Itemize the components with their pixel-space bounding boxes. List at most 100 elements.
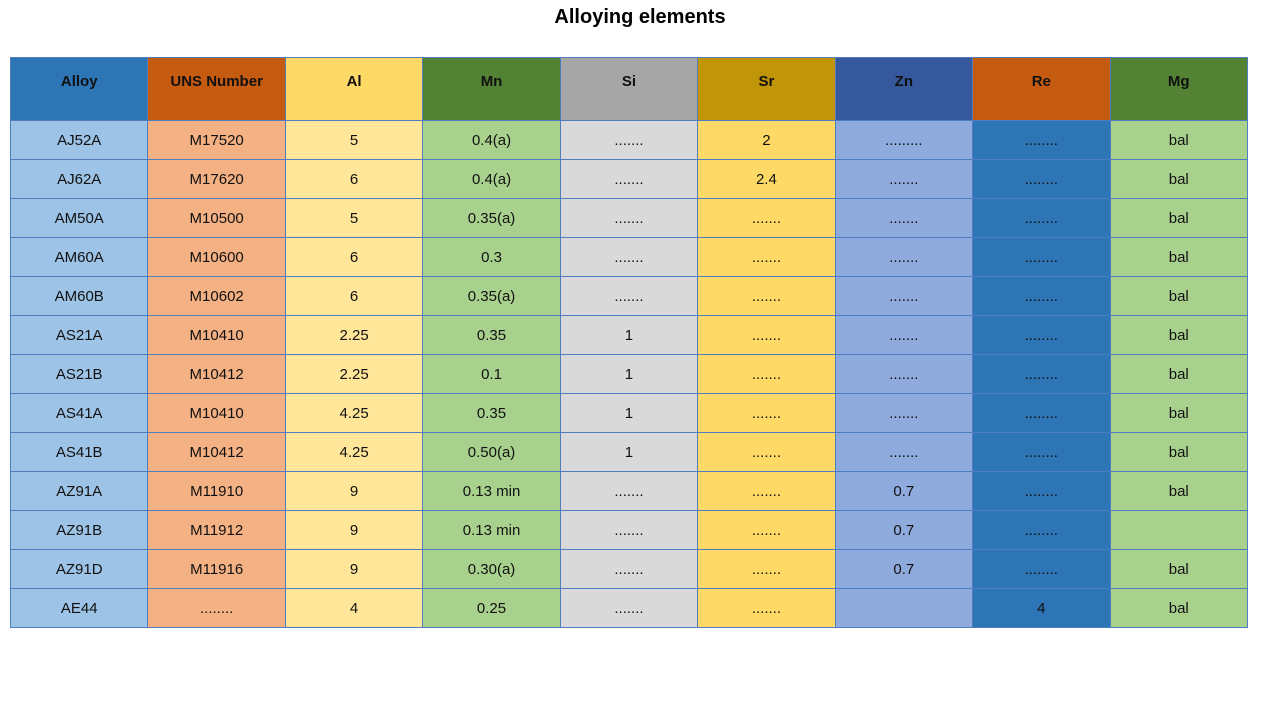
table-cell: ....... <box>559 120 699 160</box>
table-cell: ....... <box>834 354 974 394</box>
table-cell: AS21B <box>9 354 149 394</box>
table-cell: 2.25 <box>284 354 424 394</box>
table-cell: bal <box>1109 393 1248 433</box>
table-cell: AS21A <box>9 315 149 355</box>
table-cell: M11916 <box>147 549 286 589</box>
table-cell: bal <box>1109 237 1248 277</box>
table-cell <box>834 588 974 628</box>
table-cell: 2.25 <box>284 315 424 355</box>
table-cell: ........ <box>972 159 1111 199</box>
table-cell: ....... <box>834 432 974 472</box>
header-cell-uns-number: UNS Number <box>147 57 286 121</box>
table-cell: ....... <box>697 510 836 550</box>
table-cell: ......... <box>834 120 974 160</box>
table-cell: 4.25 <box>284 393 424 433</box>
table-cell: 0.7 <box>834 510 974 550</box>
table-cell: 0.50(a) <box>422 432 561 472</box>
table-row: AJ52A M17520 5 0.4(a)....... 2..............… <box>9 120 1248 160</box>
header-cell-mn: Mn <box>422 57 561 121</box>
header-row: Alloy UNS Number Al Mn Si Sr Zn Re Mg <box>9 57 1248 121</box>
table-cell: ....... <box>697 315 836 355</box>
table-cell: ....... <box>697 588 836 628</box>
table-cell: bal <box>1109 276 1248 316</box>
table-cell: ....... <box>834 198 974 238</box>
table-row: AS21A M10410 2.25 0.35 1....................… <box>9 315 1248 355</box>
table-cell: 4 <box>972 588 1111 628</box>
table-cell: ....... <box>697 471 836 511</box>
table-cell: ........ <box>972 120 1111 160</box>
table-cell: M10500 <box>147 198 286 238</box>
table-cell: 0.30(a) <box>422 549 561 589</box>
table-cell: ....... <box>834 315 974 355</box>
table-cell: AZ91B <box>9 510 149 550</box>
table-cell: 6 <box>284 276 424 316</box>
table-cell: M10412 <box>147 432 286 472</box>
table-cell: ........ <box>972 432 1111 472</box>
table-cell: M10600 <box>147 237 286 277</box>
table-cell <box>1109 510 1248 550</box>
table-row: AM60A M10600 6 0.3.........................… <box>9 237 1248 277</box>
table-cell: ....... <box>559 471 699 511</box>
table-cell: bal <box>1109 588 1248 628</box>
table-cell: 0.35(a) <box>422 198 561 238</box>
table-cell: 0.13 min <box>422 471 561 511</box>
table-cell: 0.35 <box>422 315 561 355</box>
table-cell: 1 <box>559 393 699 433</box>
table-row: AZ91A M11910 9 0.13 min.............. 0.7...… <box>9 471 1248 511</box>
table-cell: 0.1 <box>422 354 561 394</box>
table-cell: AJ62A <box>9 159 149 199</box>
header-cell-alloy: Alloy <box>9 57 149 121</box>
table-row: AS21B M10412 2.25 0.1 1.....................… <box>9 354 1248 394</box>
header-cell-al: Al <box>284 57 424 121</box>
table-cell: 1 <box>559 315 699 355</box>
table-cell: ....... <box>559 198 699 238</box>
table-cell: M11910 <box>147 471 286 511</box>
header-cell-mg: Mg <box>1109 57 1248 121</box>
table-cell: ....... <box>697 276 836 316</box>
table-cell: M17620 <box>147 159 286 199</box>
table-cell: 0.4(a) <box>422 120 561 160</box>
alloying-elements-table: Alloy UNS Number Al Mn Si Sr Zn Re Mg AJ52A M1752… <box>9 57 1248 628</box>
table-cell: 9 <box>284 510 424 550</box>
table-cell: AM50A <box>9 198 149 238</box>
table-cell: AS41A <box>9 393 149 433</box>
table-cell: M10410 <box>147 315 286 355</box>
table-cell: 9 <box>284 549 424 589</box>
table-cell: M17520 <box>147 120 286 160</box>
table-cell: 0.35 <box>422 393 561 433</box>
table-cell: ........ <box>972 471 1111 511</box>
table-cell: ....... <box>559 159 699 199</box>
table-cell: ........ <box>972 198 1111 238</box>
table-cell: bal <box>1109 432 1248 472</box>
table-cell: bal <box>1109 159 1248 199</box>
table-cell: AS41B <box>9 432 149 472</box>
table-cell: ........ <box>972 237 1111 277</box>
table-cell: 0.4(a) <box>422 159 561 199</box>
table-cell: ....... <box>697 393 836 433</box>
table-cell: 0.3 <box>422 237 561 277</box>
header-cell-re: Re <box>972 57 1111 121</box>
table-row: AZ91B M11912 9 0.13 min.............. 0.7...… <box>9 510 1248 550</box>
table-row: AZ91D M11916 9 0.30(a).............. 0.7....… <box>9 549 1248 589</box>
table-cell: 2.4 <box>697 159 836 199</box>
table-cell: 0.25 <box>422 588 561 628</box>
table-cell: bal <box>1109 120 1248 160</box>
header-cell-si: Si <box>559 57 699 121</box>
table-body: AJ52A M17520 5 0.4(a)....... 2..............… <box>9 120 1248 628</box>
table-cell: 6 <box>284 159 424 199</box>
table-cell: bal <box>1109 471 1248 511</box>
table-cell: ....... <box>559 510 699 550</box>
table-cell: 5 <box>284 120 424 160</box>
header-cell-sr: Sr <box>697 57 836 121</box>
table-cell: ........ <box>972 549 1111 589</box>
table-cell: ........ <box>147 588 286 628</box>
table-cell: ....... <box>834 276 974 316</box>
table-cell: 1 <box>559 354 699 394</box>
table-cell: 0.7 <box>834 471 974 511</box>
table-cell: 1 <box>559 432 699 472</box>
table-cell: ....... <box>697 237 836 277</box>
table-cell: 2 <box>697 120 836 160</box>
table-cell: 0.7 <box>834 549 974 589</box>
table-cell: 0.35(a) <box>422 276 561 316</box>
